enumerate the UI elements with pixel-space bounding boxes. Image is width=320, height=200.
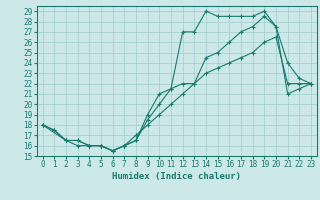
X-axis label: Humidex (Indice chaleur): Humidex (Indice chaleur) <box>112 172 241 181</box>
